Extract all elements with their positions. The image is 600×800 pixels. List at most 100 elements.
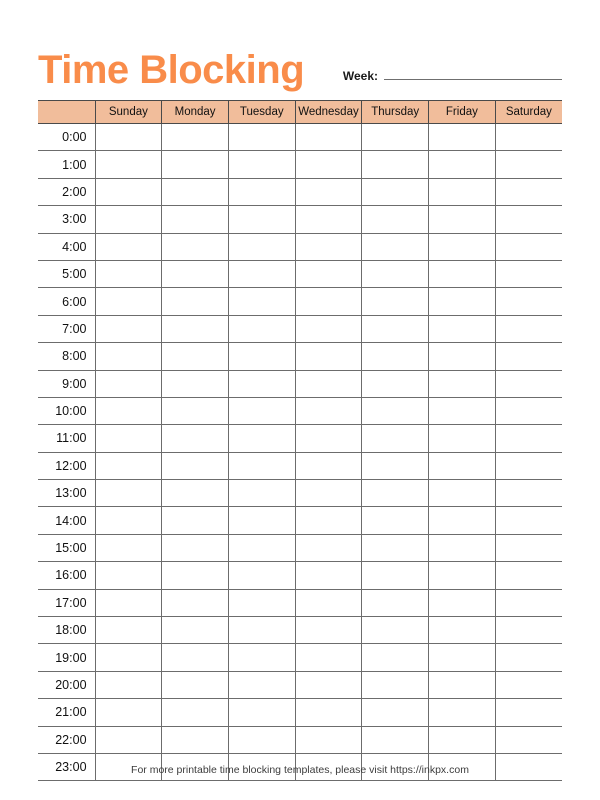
week-input-line[interactable] <box>384 79 562 80</box>
time-slot-cell[interactable] <box>294 424 362 453</box>
time-slot-cell[interactable] <box>494 589 562 618</box>
time-slot-cell[interactable] <box>161 698 229 727</box>
time-slot-cell[interactable] <box>94 233 162 261</box>
time-slot-cell[interactable] <box>361 671 429 700</box>
time-slot-cell[interactable] <box>294 616 362 645</box>
time-slot-cell[interactable] <box>94 479 162 508</box>
time-slot-cell[interactable] <box>294 178 362 207</box>
time-slot-cell[interactable] <box>161 370 229 398</box>
time-slot-cell[interactable] <box>494 287 562 316</box>
time-slot-cell[interactable] <box>428 150 496 179</box>
time-slot-cell[interactable] <box>494 643 562 672</box>
time-slot-cell[interactable] <box>361 424 429 453</box>
time-slot-cell[interactable] <box>294 589 362 618</box>
time-slot-cell[interactable] <box>94 150 162 179</box>
time-slot-cell[interactable] <box>494 753 562 782</box>
time-slot-cell[interactable] <box>494 315 562 344</box>
time-slot-cell[interactable] <box>227 698 296 727</box>
time-slot-cell[interactable] <box>428 452 496 481</box>
time-slot-cell[interactable] <box>428 315 496 344</box>
time-slot-cell[interactable] <box>494 698 562 727</box>
time-slot-cell[interactable] <box>161 178 229 207</box>
time-slot-cell[interactable] <box>294 753 362 782</box>
time-slot-cell[interactable] <box>94 753 162 782</box>
time-slot-cell[interactable] <box>94 616 162 645</box>
time-slot-cell[interactable] <box>428 342 496 371</box>
time-slot-cell[interactable] <box>428 698 496 727</box>
time-slot-cell[interactable] <box>294 726 362 754</box>
time-slot-cell[interactable] <box>361 342 429 371</box>
time-slot-cell[interactable] <box>94 534 162 563</box>
time-slot-cell[interactable] <box>494 342 562 371</box>
time-slot-cell[interactable] <box>494 123 562 152</box>
time-slot-cell[interactable] <box>161 205 229 234</box>
time-slot-cell[interactable] <box>294 397 362 426</box>
time-slot-cell[interactable] <box>161 150 229 179</box>
time-slot-cell[interactable] <box>428 726 496 754</box>
time-slot-cell[interactable] <box>294 205 362 234</box>
time-slot-cell[interactable] <box>94 671 162 700</box>
time-slot-cell[interactable] <box>161 561 229 590</box>
time-slot-cell[interactable] <box>494 479 562 508</box>
time-slot-cell[interactable] <box>428 506 496 535</box>
time-slot-cell[interactable] <box>361 315 429 344</box>
time-slot-cell[interactable] <box>294 260 362 289</box>
time-slot-cell[interactable] <box>161 260 229 289</box>
time-slot-cell[interactable] <box>428 205 496 234</box>
time-slot-cell[interactable] <box>94 342 162 371</box>
time-slot-cell[interactable] <box>161 452 229 481</box>
time-slot-cell[interactable] <box>227 452 296 481</box>
time-slot-cell[interactable] <box>94 452 162 481</box>
time-slot-cell[interactable] <box>294 534 362 563</box>
time-slot-cell[interactable] <box>227 643 296 672</box>
time-slot-cell[interactable] <box>161 616 229 645</box>
time-slot-cell[interactable] <box>227 671 296 700</box>
time-slot-cell[interactable] <box>94 397 162 426</box>
time-slot-cell[interactable] <box>361 643 429 672</box>
time-slot-cell[interactable] <box>494 260 562 289</box>
time-slot-cell[interactable] <box>227 205 296 234</box>
time-slot-cell[interactable] <box>361 698 429 727</box>
time-slot-cell[interactable] <box>94 506 162 535</box>
time-slot-cell[interactable] <box>494 506 562 535</box>
time-slot-cell[interactable] <box>428 233 496 261</box>
time-slot-cell[interactable] <box>361 561 429 590</box>
time-slot-cell[interactable] <box>294 315 362 344</box>
time-slot-cell[interactable] <box>227 233 296 261</box>
time-slot-cell[interactable] <box>94 287 162 316</box>
time-slot-cell[interactable] <box>494 424 562 453</box>
time-slot-cell[interactable] <box>161 753 229 782</box>
time-slot-cell[interactable] <box>94 424 162 453</box>
time-slot-cell[interactable] <box>161 506 229 535</box>
time-slot-cell[interactable] <box>161 233 229 261</box>
time-slot-cell[interactable] <box>227 370 296 398</box>
time-slot-cell[interactable] <box>227 287 296 316</box>
time-slot-cell[interactable] <box>428 753 496 782</box>
time-slot-cell[interactable] <box>227 589 296 618</box>
time-slot-cell[interactable] <box>494 370 562 398</box>
time-slot-cell[interactable] <box>227 342 296 371</box>
time-slot-cell[interactable] <box>94 726 162 754</box>
time-slot-cell[interactable] <box>161 479 229 508</box>
time-slot-cell[interactable] <box>361 479 429 508</box>
time-slot-cell[interactable] <box>428 178 496 207</box>
time-slot-cell[interactable] <box>428 643 496 672</box>
time-slot-cell[interactable] <box>94 315 162 344</box>
time-slot-cell[interactable] <box>294 671 362 700</box>
week-field[interactable]: Week: <box>343 69 562 92</box>
time-slot-cell[interactable] <box>494 534 562 563</box>
time-slot-cell[interactable] <box>227 178 296 207</box>
time-slot-cell[interactable] <box>94 123 162 152</box>
time-slot-cell[interactable] <box>227 315 296 344</box>
time-slot-cell[interactable] <box>294 506 362 535</box>
time-slot-cell[interactable] <box>227 260 296 289</box>
time-slot-cell[interactable] <box>94 260 162 289</box>
time-slot-cell[interactable] <box>227 123 296 152</box>
time-slot-cell[interactable] <box>227 616 296 645</box>
time-slot-cell[interactable] <box>494 561 562 590</box>
time-slot-cell[interactable] <box>294 287 362 316</box>
time-slot-cell[interactable] <box>361 726 429 754</box>
time-slot-cell[interactable] <box>227 506 296 535</box>
time-slot-cell[interactable] <box>428 123 496 152</box>
time-slot-cell[interactable] <box>161 397 229 426</box>
